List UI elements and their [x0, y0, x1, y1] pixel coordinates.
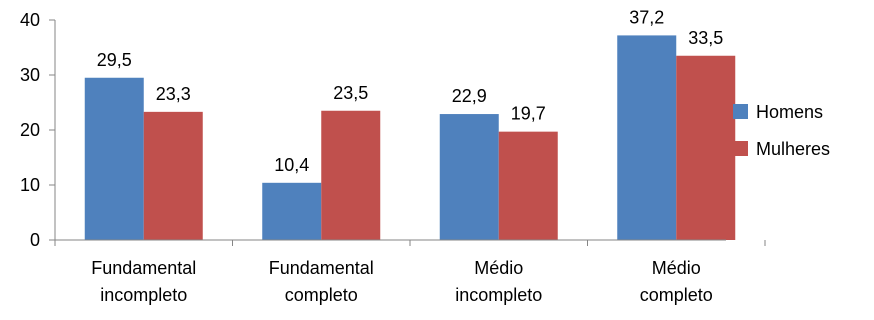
- y-tick-label: 20: [20, 120, 40, 140]
- data-label: 19,7: [511, 104, 546, 124]
- bar-homens-1: [262, 182, 322, 240]
- bar-homens-2: [439, 114, 499, 240]
- data-label: 29,5: [97, 50, 132, 70]
- y-tick-label: 10: [20, 175, 40, 195]
- category-label-line2: incompleto: [100, 285, 187, 305]
- category-label-line1: Fundamental: [269, 258, 374, 278]
- category-label-line2: incompleto: [455, 285, 542, 305]
- data-label: 23,3: [156, 84, 191, 104]
- category-label-line2: completo: [285, 285, 358, 305]
- data-label: 22,9: [452, 86, 487, 106]
- y-tick-label: 30: [20, 65, 40, 85]
- bar-homens-3: [617, 35, 677, 241]
- data-label: 37,2: [629, 7, 664, 27]
- legend-label-homens: Homens: [756, 102, 823, 122]
- data-label: 23,5: [333, 83, 368, 103]
- legend-swatch-homens: [733, 104, 748, 119]
- bar-mulheres-2: [498, 131, 558, 240]
- category-label-line1: Fundamental: [91, 258, 196, 278]
- data-labels: 29,5 23,3 10,4 23,5 22,9 19,7 37,2 33,5: [97, 7, 724, 174]
- data-label: 33,5: [688, 28, 723, 48]
- y-axis: 0 10 20 30 40: [20, 10, 56, 250]
- bar-mulheres-3: [676, 55, 736, 240]
- bar-mulheres-0: [143, 111, 203, 240]
- y-tick-label: 0: [30, 230, 40, 250]
- bars: [84, 35, 736, 241]
- y-tick-label: 40: [20, 10, 40, 30]
- bar-mulheres-1: [321, 110, 381, 240]
- category-label-line1: Médio: [652, 258, 701, 278]
- legend-label-mulheres: Mulheres: [756, 139, 830, 159]
- data-label: 10,4: [274, 155, 309, 175]
- category-label-line1: Médio: [474, 258, 523, 278]
- x-axis: Fundamental incompleto Fundamental completo…: [54, 239, 766, 305]
- legend-swatch-mulheres: [733, 141, 748, 156]
- bar-homens-0: [84, 77, 144, 240]
- category-label-line2: completo: [640, 285, 713, 305]
- legend: Homens Mulheres: [733, 102, 830, 159]
